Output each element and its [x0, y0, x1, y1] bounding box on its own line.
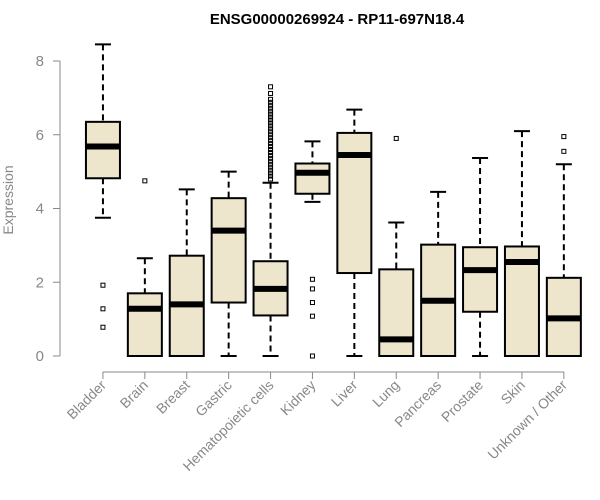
outlier-point [268, 108, 274, 114]
box-prostate [462, 156, 499, 357]
outlier-point [268, 117, 274, 123]
x-tick-label: Bladder [64, 377, 110, 423]
box-iqr [126, 292, 163, 357]
outlier-point [393, 135, 399, 141]
outlier-point [268, 123, 274, 129]
box-hematopoietic-cells [252, 84, 289, 357]
outlier-point [268, 167, 274, 173]
outlier-point [268, 129, 274, 135]
box-brain [126, 178, 163, 357]
outlier-point [268, 155, 274, 161]
box-kidney [294, 140, 331, 359]
outlier-point [561, 134, 567, 140]
outlier-point [309, 313, 315, 319]
box-unknown-other [545, 134, 582, 358]
outlier-point [268, 161, 274, 167]
y-axis-label: Expression [0, 165, 16, 234]
y-tick-label: 6 [36, 127, 44, 144]
outlier-point [268, 176, 274, 182]
box-iqr [378, 268, 415, 357]
chart-title: ENSG00000269924 - RP11-697N18.4 [210, 11, 465, 28]
outlier-point [309, 286, 315, 292]
box-group [84, 43, 582, 359]
outlier-point [268, 84, 274, 90]
box-iqr [462, 246, 499, 313]
outlier-point [142, 178, 148, 184]
outlier-point [561, 148, 567, 154]
outlier-point [268, 114, 274, 120]
box-breast [168, 188, 205, 357]
box-skin [503, 130, 540, 357]
box-pancreas [420, 190, 457, 357]
outlier-point [268, 173, 274, 179]
x-tick-label: Unknown / Other [484, 377, 570, 463]
x-tick-label: Lung [369, 377, 402, 410]
outlier-point [268, 147, 274, 152]
outlier-point [268, 126, 274, 132]
y-tick-label: 2 [36, 274, 44, 291]
outlier-point [100, 306, 106, 312]
outlier-point [100, 282, 106, 288]
x-tick-label: Brain [117, 377, 151, 411]
outlier-point [268, 111, 274, 117]
outlier-point [268, 132, 274, 138]
y-tick-label: 8 [36, 53, 44, 70]
outlier-point [268, 105, 274, 111]
outlier-point [309, 300, 315, 306]
outlier-point [268, 149, 274, 155]
y-tick-label: 0 [36, 348, 44, 365]
outlier-point [100, 324, 106, 330]
box-iqr [210, 197, 247, 304]
box-lung [378, 135, 415, 357]
x-tick-label: Prostate [438, 377, 486, 425]
box-iqr [294, 162, 331, 195]
outlier-point [268, 138, 274, 144]
y-tick-label: 4 [36, 201, 44, 218]
outlier-point [268, 144, 274, 150]
outlier-point [268, 120, 274, 126]
box-bladder [84, 43, 121, 330]
outlier-point [268, 135, 274, 141]
outlier-point [268, 102, 274, 108]
x-tick-label: Kidney [277, 377, 319, 419]
box-gastric [210, 170, 247, 357]
x-tick-label: Breast [153, 377, 193, 417]
x-tick-label: Liver [328, 377, 361, 410]
x-tick-label: Skin [498, 377, 529, 408]
outlier-point [268, 141, 274, 147]
x-tick-label: Pancreas [391, 377, 444, 430]
outlier-point [268, 96, 274, 102]
outlier-point [268, 152, 274, 158]
outlier-point [268, 99, 274, 105]
box-iqr [84, 120, 121, 180]
outlier-point [309, 353, 315, 359]
outlier-point [268, 170, 274, 176]
y-axis: 0 2 4 6 8 [36, 53, 61, 365]
outlier-point [309, 276, 315, 282]
outlier-point [268, 90, 274, 96]
outlier-point [268, 164, 274, 170]
box-liver [336, 108, 373, 357]
outlier-point [268, 158, 274, 164]
